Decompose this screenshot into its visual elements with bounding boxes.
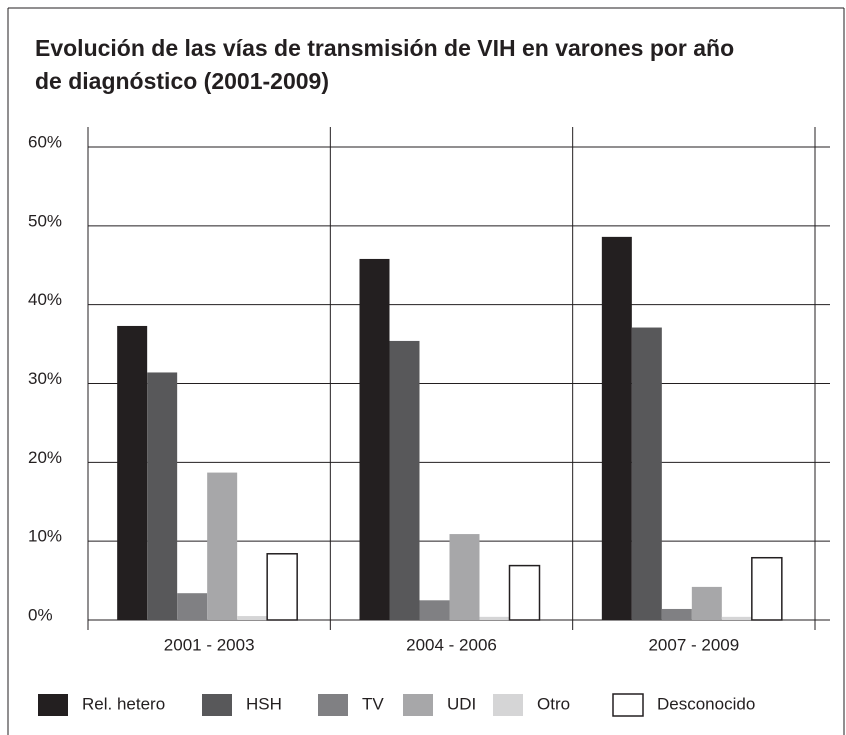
bar (237, 616, 268, 620)
y-tick-label: 20% (28, 448, 62, 467)
y-tick-label: 30% (28, 369, 62, 388)
x-tick-label: 2007 - 2009 (648, 635, 739, 654)
legend-swatch (318, 694, 348, 716)
x-tick-label: 2001 - 2003 (164, 635, 255, 654)
y-tick-label: 50% (28, 211, 62, 230)
bar (419, 600, 450, 620)
y-tick-label: 10% (28, 527, 62, 546)
bar (721, 616, 752, 620)
bar (449, 534, 480, 620)
legend-swatch (38, 694, 68, 716)
bar (359, 258, 390, 620)
bar (479, 616, 510, 620)
bar (207, 472, 238, 620)
legend-label: TV (362, 694, 384, 713)
bar (177, 593, 208, 620)
legend-swatch (202, 694, 232, 716)
legend-label: UDI (447, 694, 476, 713)
legend-swatch (403, 694, 433, 716)
legend-swatch (493, 694, 523, 716)
y-tick-label: 0% (28, 605, 53, 624)
legend-swatch (612, 693, 644, 717)
legend-label: Desconocido (657, 694, 755, 713)
x-tick-label: 2004 - 2006 (406, 635, 497, 654)
bar (631, 327, 662, 620)
bar (117, 325, 148, 620)
bar (661, 608, 692, 620)
bar (751, 556, 783, 621)
bar (389, 340, 420, 620)
bar (691, 586, 722, 620)
bar (147, 372, 178, 620)
chart-subtitle: de diagnóstico (2001-2009) (35, 68, 329, 94)
legend-label: HSH (246, 694, 282, 713)
y-tick-label: 60% (28, 132, 62, 151)
bar (508, 564, 541, 621)
chart-title: Evolución de las vías de transmisión de … (35, 35, 734, 61)
y-tick-label: 40% (28, 290, 62, 309)
legend-label: Rel. hetero (82, 694, 165, 713)
bar (601, 236, 632, 620)
legend-label: Otro (537, 694, 570, 713)
bar (266, 553, 298, 621)
